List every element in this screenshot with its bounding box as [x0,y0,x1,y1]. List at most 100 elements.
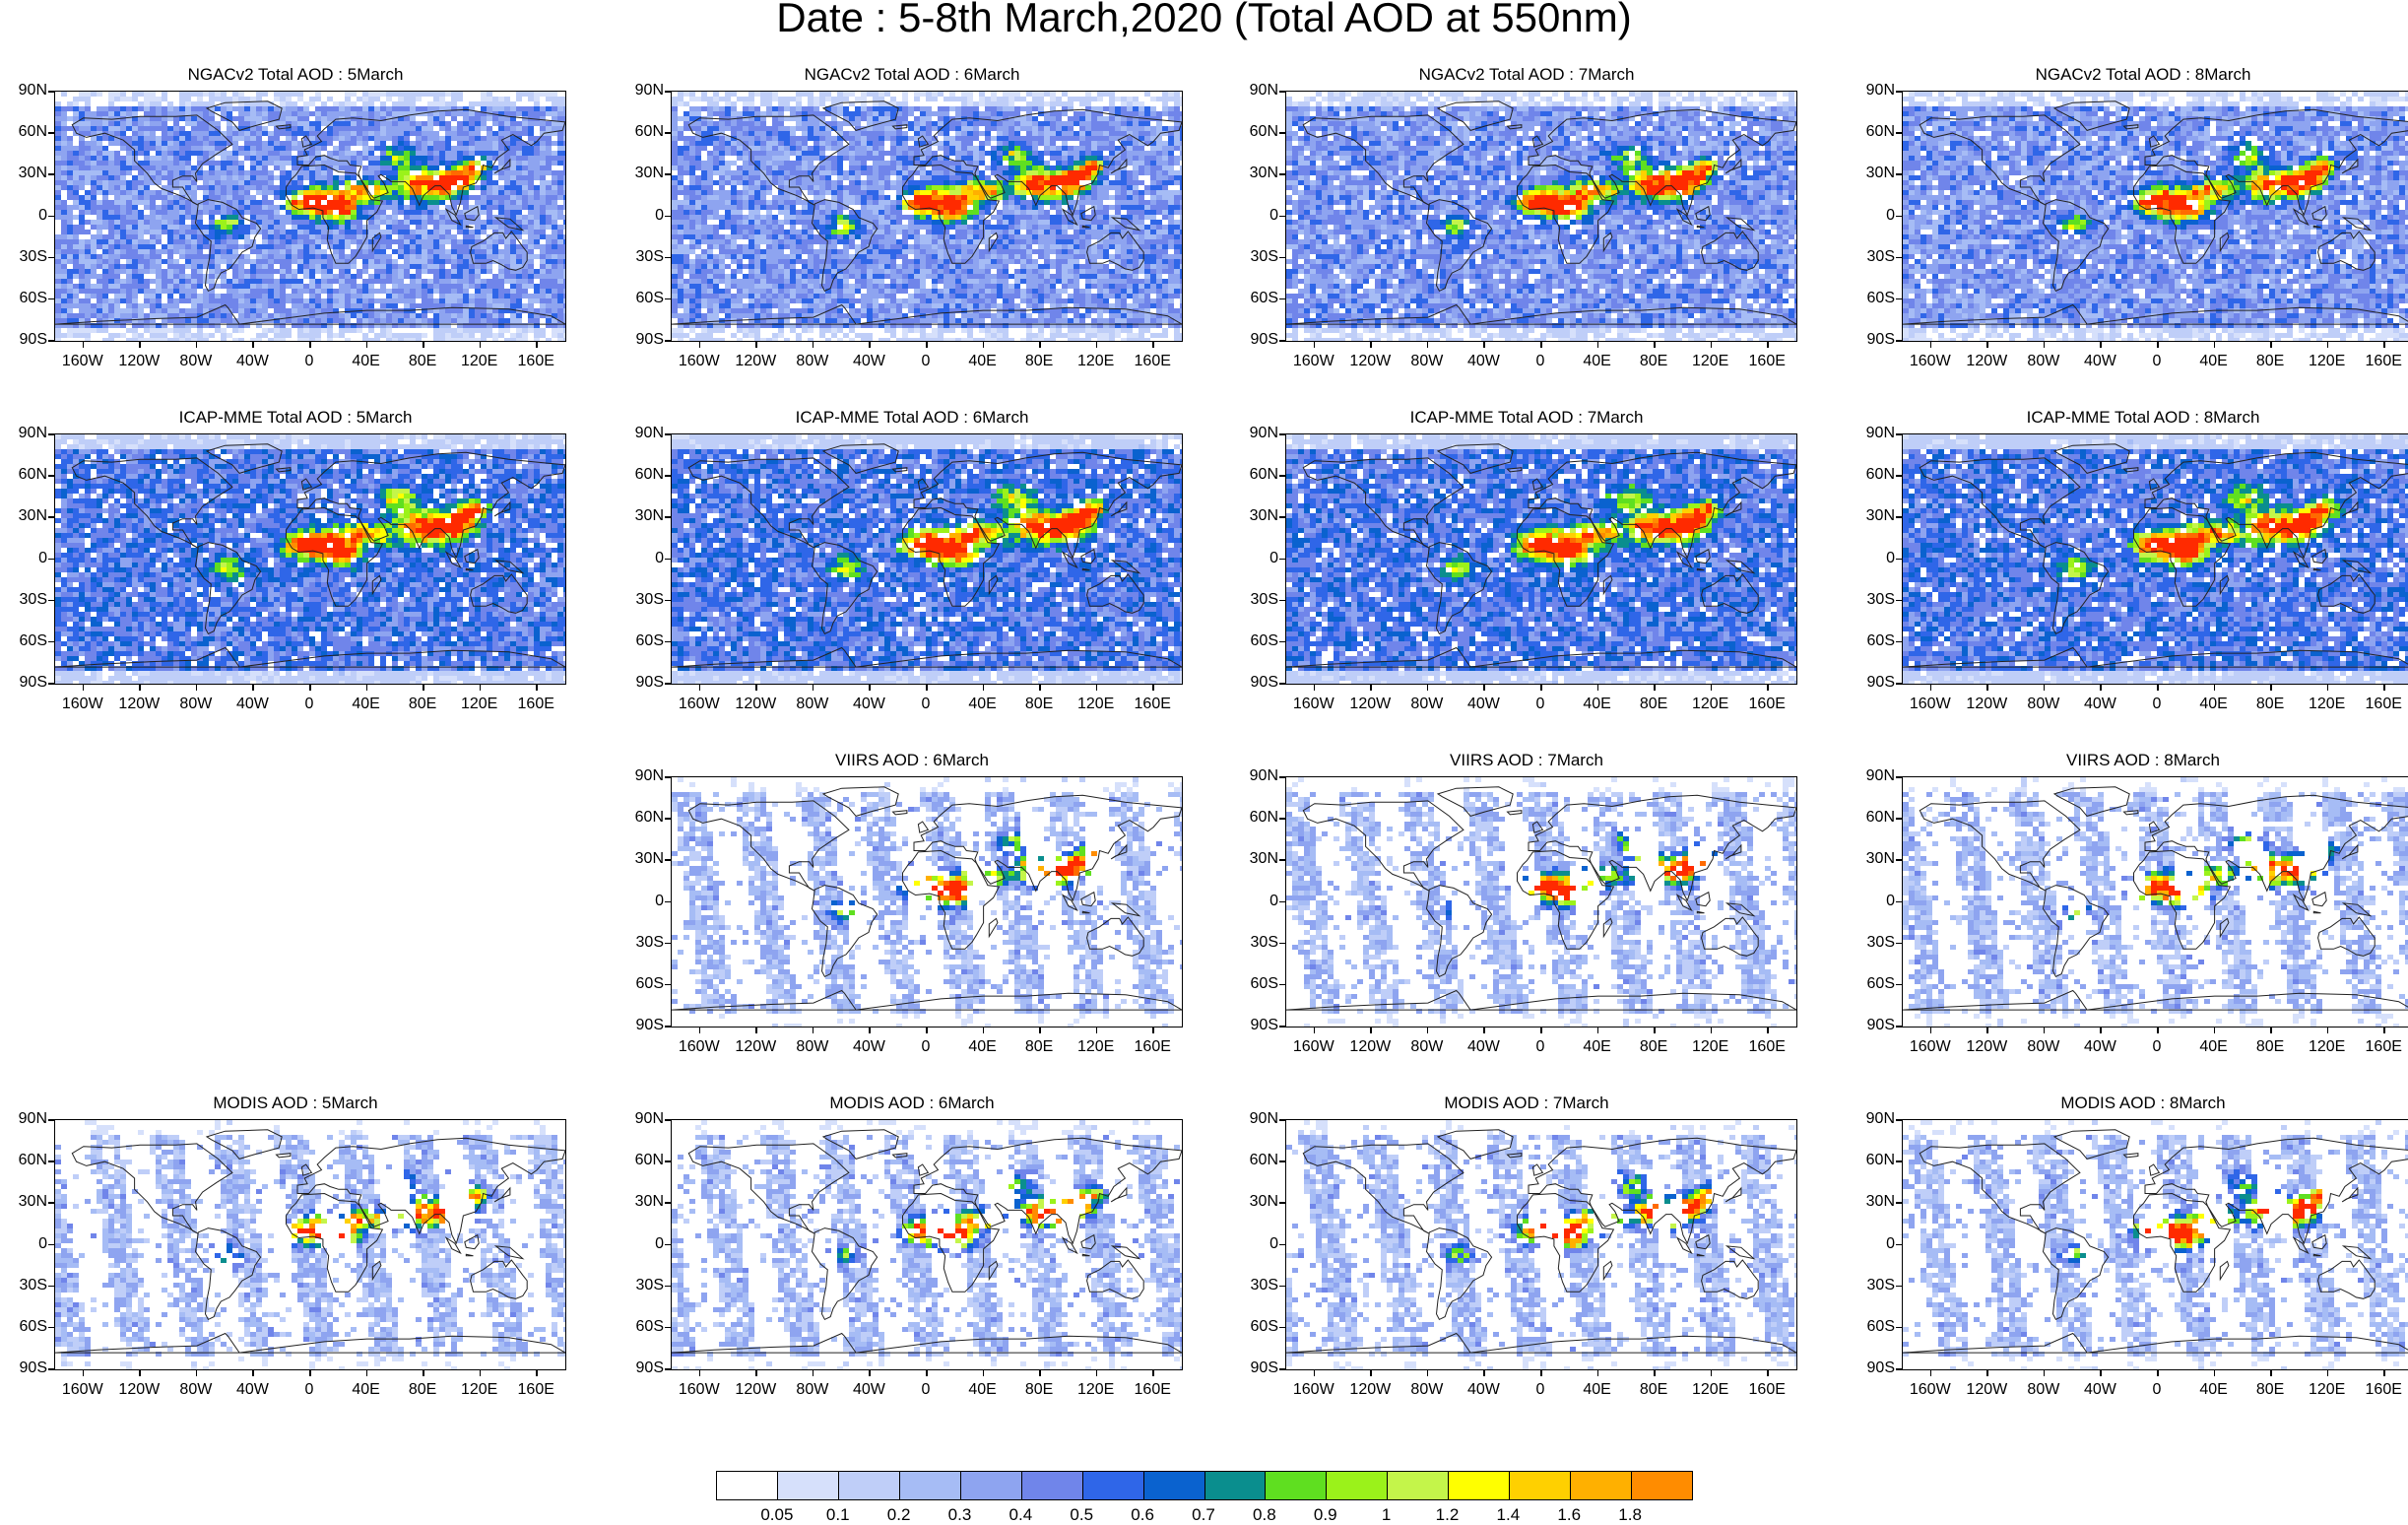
panel-title: MODIS AOD : 8March [1848,1094,2408,1113]
lon-tick [309,1370,311,1376]
colorbar-box-0 [717,1472,778,1499]
lat-tick [1896,559,1902,561]
colorbar-label: 1.4 [1497,1505,1521,1525]
lat-label: 60N [1250,466,1278,484]
lat-label: 30N [19,165,47,182]
lat-label: 60S [1251,632,1278,650]
lon-tick [2157,685,2159,691]
lon-tick [926,1028,928,1033]
aod-map [1902,776,2408,1028]
lon-label: 40E [2199,696,2227,713]
lon-label: 80W [796,1381,828,1399]
colorbar-box-6 [1083,1472,1144,1499]
lon-label: 80W [2027,1038,2059,1056]
lat-tick [48,132,54,134]
lat-label: 90N [19,425,47,442]
lat-tick [1896,516,1902,518]
lon-tick [1152,685,1154,691]
colorbar-label: 0.8 [1253,1505,1276,1525]
lat-label: 90N [1866,767,1895,785]
lon-label: 160W [679,1381,720,1399]
lon-tick [699,1028,701,1033]
lon-tick [2157,342,2159,348]
lat-label: 30N [1866,507,1895,525]
lat-label: 60S [1867,290,1895,307]
lat-label: 90S [1251,331,1278,349]
lon-label: 0 [2153,1381,2162,1399]
lon-label: 160E [2366,353,2402,370]
lon-tick [1314,342,1316,348]
lat-label: 90S [1867,1359,1895,1377]
lat-tick [1279,1286,1285,1288]
lon-tick [2270,1028,2272,1033]
lat-tick [665,600,671,602]
lat-tick [1896,475,1902,477]
lon-label: 120E [1077,1381,1114,1399]
lat-label: 30S [636,248,664,266]
lat-label: 30S [20,591,47,609]
lon-tick [252,342,254,348]
panel-title: NGACv2 Total AOD : 6March [617,65,1207,85]
lat-label: 90S [636,1359,664,1377]
lon-label: 40E [352,1381,379,1399]
panel-title: VIIRS AOD : 6March [617,751,1207,770]
aod-field [1903,777,2408,1027]
lat-label: 60S [636,1318,664,1336]
aod-field [1903,434,2408,684]
lon-tick [366,685,368,691]
lon-label: 160E [1749,696,1786,713]
colorbar-box-13 [1510,1472,1571,1499]
colorbar-label: 1.2 [1436,1505,1460,1525]
lon-label: 120E [461,696,497,713]
lon-label: 80E [1640,696,1667,713]
lat-tick [665,1368,671,1370]
lon-tick [1096,1370,1098,1376]
lon-tick [480,685,482,691]
lat-tick [1896,91,1902,93]
lat-tick [665,91,671,93]
lon-label: 120E [1692,696,1728,713]
lon-label: 40W [853,353,885,370]
lat-label: 60S [20,632,47,650]
lat-tick [1279,1160,1285,1162]
lat-tick [665,559,671,561]
lat-tick [1896,901,1902,903]
lon-label: 160W [1910,353,1951,370]
lon-label: 120W [735,696,776,713]
panel-title: ICAP-MME Total AOD : 5March [0,408,591,428]
lat-tick [1896,340,1902,342]
lon-label: 160W [679,1038,720,1056]
lon-tick [1370,342,1372,348]
lon-label: 160W [62,696,103,713]
lat-tick [1279,776,1285,778]
lon-label: 40W [1467,1038,1500,1056]
lon-label: 40E [968,1381,996,1399]
lat-tick [48,516,54,518]
lon-tick [309,342,311,348]
lon-label: 0 [1536,1381,1545,1399]
lat-tick [48,683,54,685]
lat-tick [1896,132,1902,134]
colorbar-box-11 [1388,1472,1449,1499]
lat-tick [48,216,54,218]
lon-tick [1039,1370,1041,1376]
lat-tick [665,340,671,342]
colorbar-box-9 [1266,1472,1327,1499]
panel-title: NGACv2 Total AOD : 5March [0,65,591,85]
coastline-11 [1111,1188,1127,1202]
lat-tick [1279,818,1285,820]
lon-label: 40W [236,353,269,370]
lon-label: 80E [1025,696,1053,713]
aod-map [1902,1119,2408,1370]
lat-label: 90N [1866,82,1895,99]
lat-label: 60N [19,1152,47,1169]
lat-tick [1279,433,1285,435]
lat-tick [665,641,671,643]
lon-label: 40W [1467,353,1500,370]
lat-label: 90S [636,674,664,692]
aod-field [55,434,565,684]
lon-tick [252,1370,254,1376]
colorbar-label: 1 [1382,1505,1391,1525]
lat-tick [665,1286,671,1288]
lon-tick [2214,685,2216,691]
